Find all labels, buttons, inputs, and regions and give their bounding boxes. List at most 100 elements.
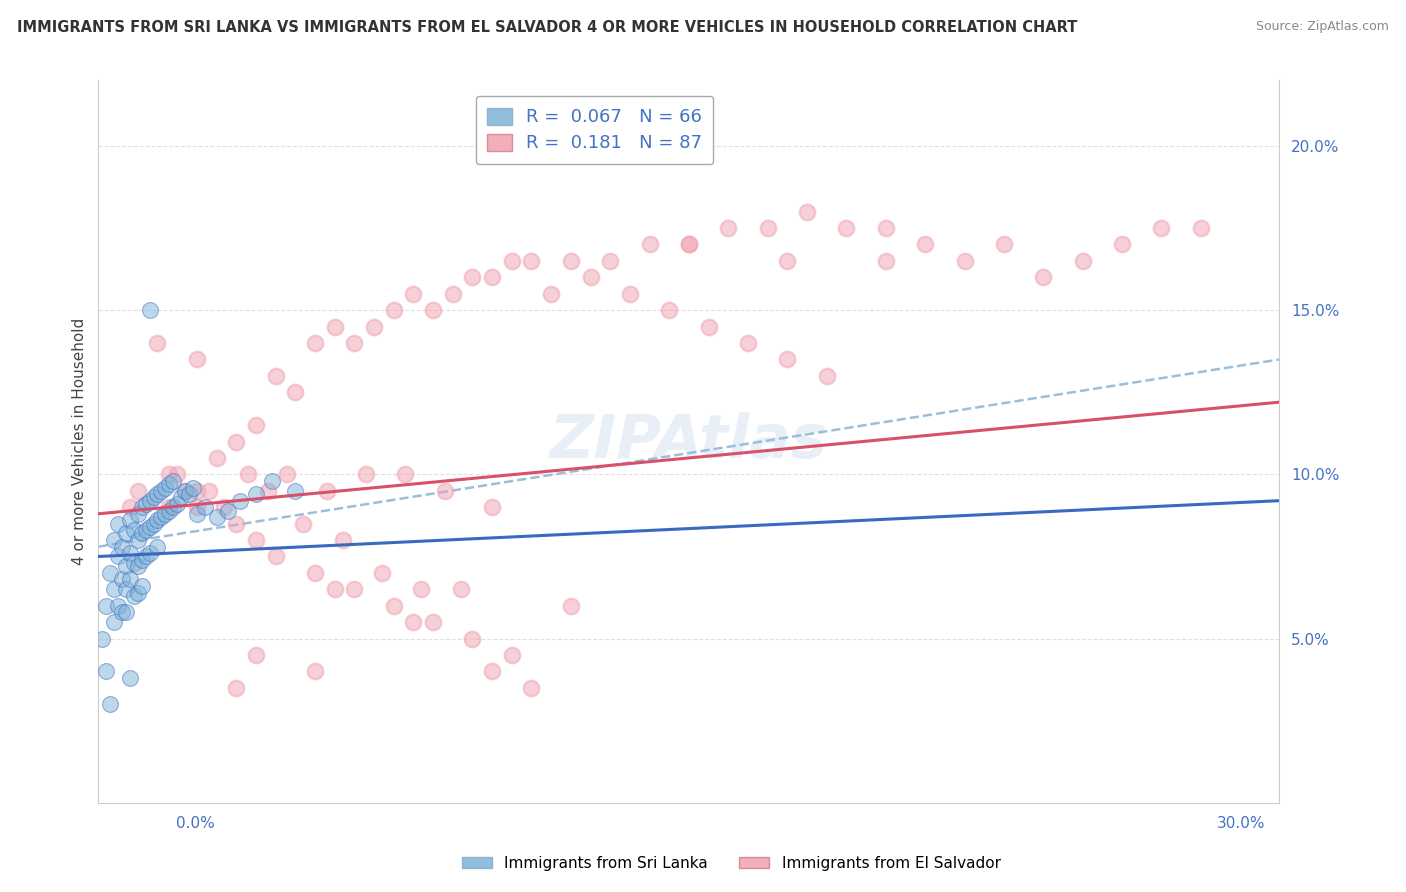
Point	[142, 516, 165, 531]
Point	[315, 483, 337, 498]
Point	[118, 513, 141, 527]
Point	[619, 286, 641, 301]
Point	[115, 526, 138, 541]
Point	[146, 540, 169, 554]
Point	[177, 487, 200, 501]
Point	[638, 237, 661, 252]
Point	[304, 665, 326, 679]
Point	[217, 503, 239, 517]
Point	[127, 483, 149, 498]
Point	[481, 665, 503, 679]
Point	[103, 533, 125, 547]
Point	[402, 286, 425, 301]
Point	[127, 507, 149, 521]
Point	[815, 368, 838, 383]
Point	[103, 615, 125, 630]
Text: ZIPAtlas: ZIPAtlas	[550, 412, 828, 471]
Point	[150, 510, 173, 524]
Point	[107, 516, 129, 531]
Point	[520, 681, 543, 695]
Point	[162, 474, 184, 488]
Point	[157, 477, 180, 491]
Point	[174, 483, 197, 498]
Point	[155, 507, 177, 521]
Point	[111, 540, 134, 554]
Point	[225, 681, 247, 695]
Point	[229, 493, 252, 508]
Point	[245, 648, 267, 662]
Point	[157, 503, 180, 517]
Point	[835, 221, 858, 235]
Point	[292, 516, 315, 531]
Point	[157, 467, 180, 482]
Point	[422, 615, 444, 630]
Point	[205, 450, 228, 465]
Point	[697, 319, 720, 334]
Point	[717, 221, 740, 235]
Point	[146, 513, 169, 527]
Point	[433, 483, 456, 498]
Point	[166, 467, 188, 482]
Legend: R =  0.067   N = 66, R =  0.181   N = 87: R = 0.067 N = 66, R = 0.181 N = 87	[475, 95, 713, 164]
Point	[146, 336, 169, 351]
Point	[96, 665, 118, 679]
Point	[186, 507, 208, 521]
Point	[186, 483, 208, 498]
Point	[402, 615, 425, 630]
Point	[776, 253, 799, 268]
Text: 0.0%: 0.0%	[176, 816, 215, 831]
Point	[284, 483, 307, 498]
Point	[394, 467, 416, 482]
Point	[875, 253, 897, 268]
Point	[481, 270, 503, 285]
Point	[115, 582, 138, 597]
Point	[953, 253, 976, 268]
Point	[264, 549, 287, 564]
Point	[135, 549, 157, 564]
Point	[197, 483, 219, 498]
Point	[127, 559, 149, 574]
Point	[111, 573, 134, 587]
Point	[157, 500, 180, 515]
Point	[194, 500, 217, 515]
Point	[111, 605, 134, 619]
Point	[115, 559, 138, 574]
Point	[225, 434, 247, 449]
Point	[264, 368, 287, 383]
Point	[411, 582, 433, 597]
Point	[540, 286, 562, 301]
Point	[138, 546, 160, 560]
Y-axis label: 4 or more Vehicles in Household: 4 or more Vehicles in Household	[72, 318, 87, 566]
Point	[115, 605, 138, 619]
Point	[98, 698, 121, 712]
Point	[441, 286, 464, 301]
Point	[599, 253, 621, 268]
Point	[162, 500, 184, 515]
Point	[236, 467, 259, 482]
Point	[127, 585, 149, 599]
Point	[1189, 221, 1212, 235]
Point	[135, 497, 157, 511]
Text: Source: ZipAtlas.com: Source: ZipAtlas.com	[1256, 20, 1389, 33]
Point	[96, 599, 118, 613]
Point	[138, 493, 160, 508]
Point	[131, 553, 153, 567]
Point	[103, 582, 125, 597]
Point	[107, 599, 129, 613]
Point	[776, 352, 799, 367]
Point	[343, 336, 366, 351]
Point	[122, 556, 145, 570]
Point	[214, 500, 236, 515]
Point	[122, 589, 145, 603]
Point	[332, 533, 354, 547]
Point	[260, 474, 283, 488]
Point	[382, 599, 405, 613]
Point	[118, 546, 141, 560]
Point	[323, 319, 346, 334]
Point	[127, 533, 149, 547]
Point	[756, 221, 779, 235]
Point	[1150, 221, 1173, 235]
Point	[131, 579, 153, 593]
Legend: Immigrants from Sri Lanka, Immigrants from El Salvador: Immigrants from Sri Lanka, Immigrants fr…	[456, 850, 1007, 877]
Point	[150, 483, 173, 498]
